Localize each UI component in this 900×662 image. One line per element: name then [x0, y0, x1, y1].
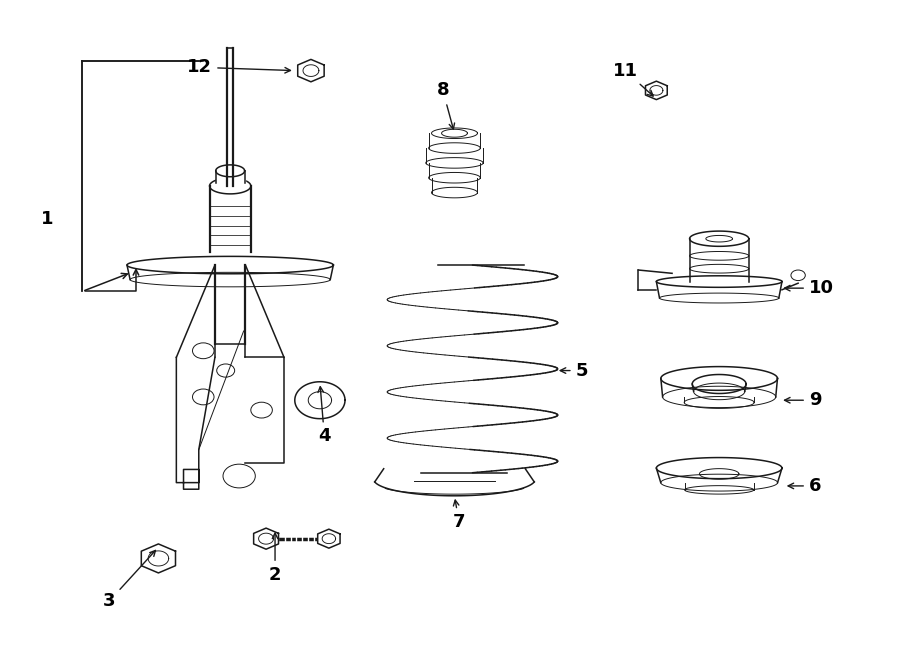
Text: 2: 2 [269, 533, 282, 584]
Text: 6: 6 [788, 477, 822, 495]
Text: 5: 5 [560, 361, 588, 379]
Text: 7: 7 [453, 500, 465, 531]
Text: 12: 12 [187, 58, 291, 76]
Polygon shape [254, 528, 278, 549]
Polygon shape [141, 544, 176, 573]
Polygon shape [645, 81, 667, 99]
Polygon shape [318, 529, 340, 548]
Text: 3: 3 [103, 550, 156, 610]
Text: 11: 11 [613, 62, 653, 96]
Text: 9: 9 [785, 391, 822, 409]
Text: 1: 1 [40, 210, 53, 228]
Text: 8: 8 [436, 81, 454, 129]
Polygon shape [298, 60, 324, 82]
Text: 10: 10 [785, 279, 834, 297]
Polygon shape [295, 382, 345, 418]
Text: 4: 4 [318, 387, 330, 446]
